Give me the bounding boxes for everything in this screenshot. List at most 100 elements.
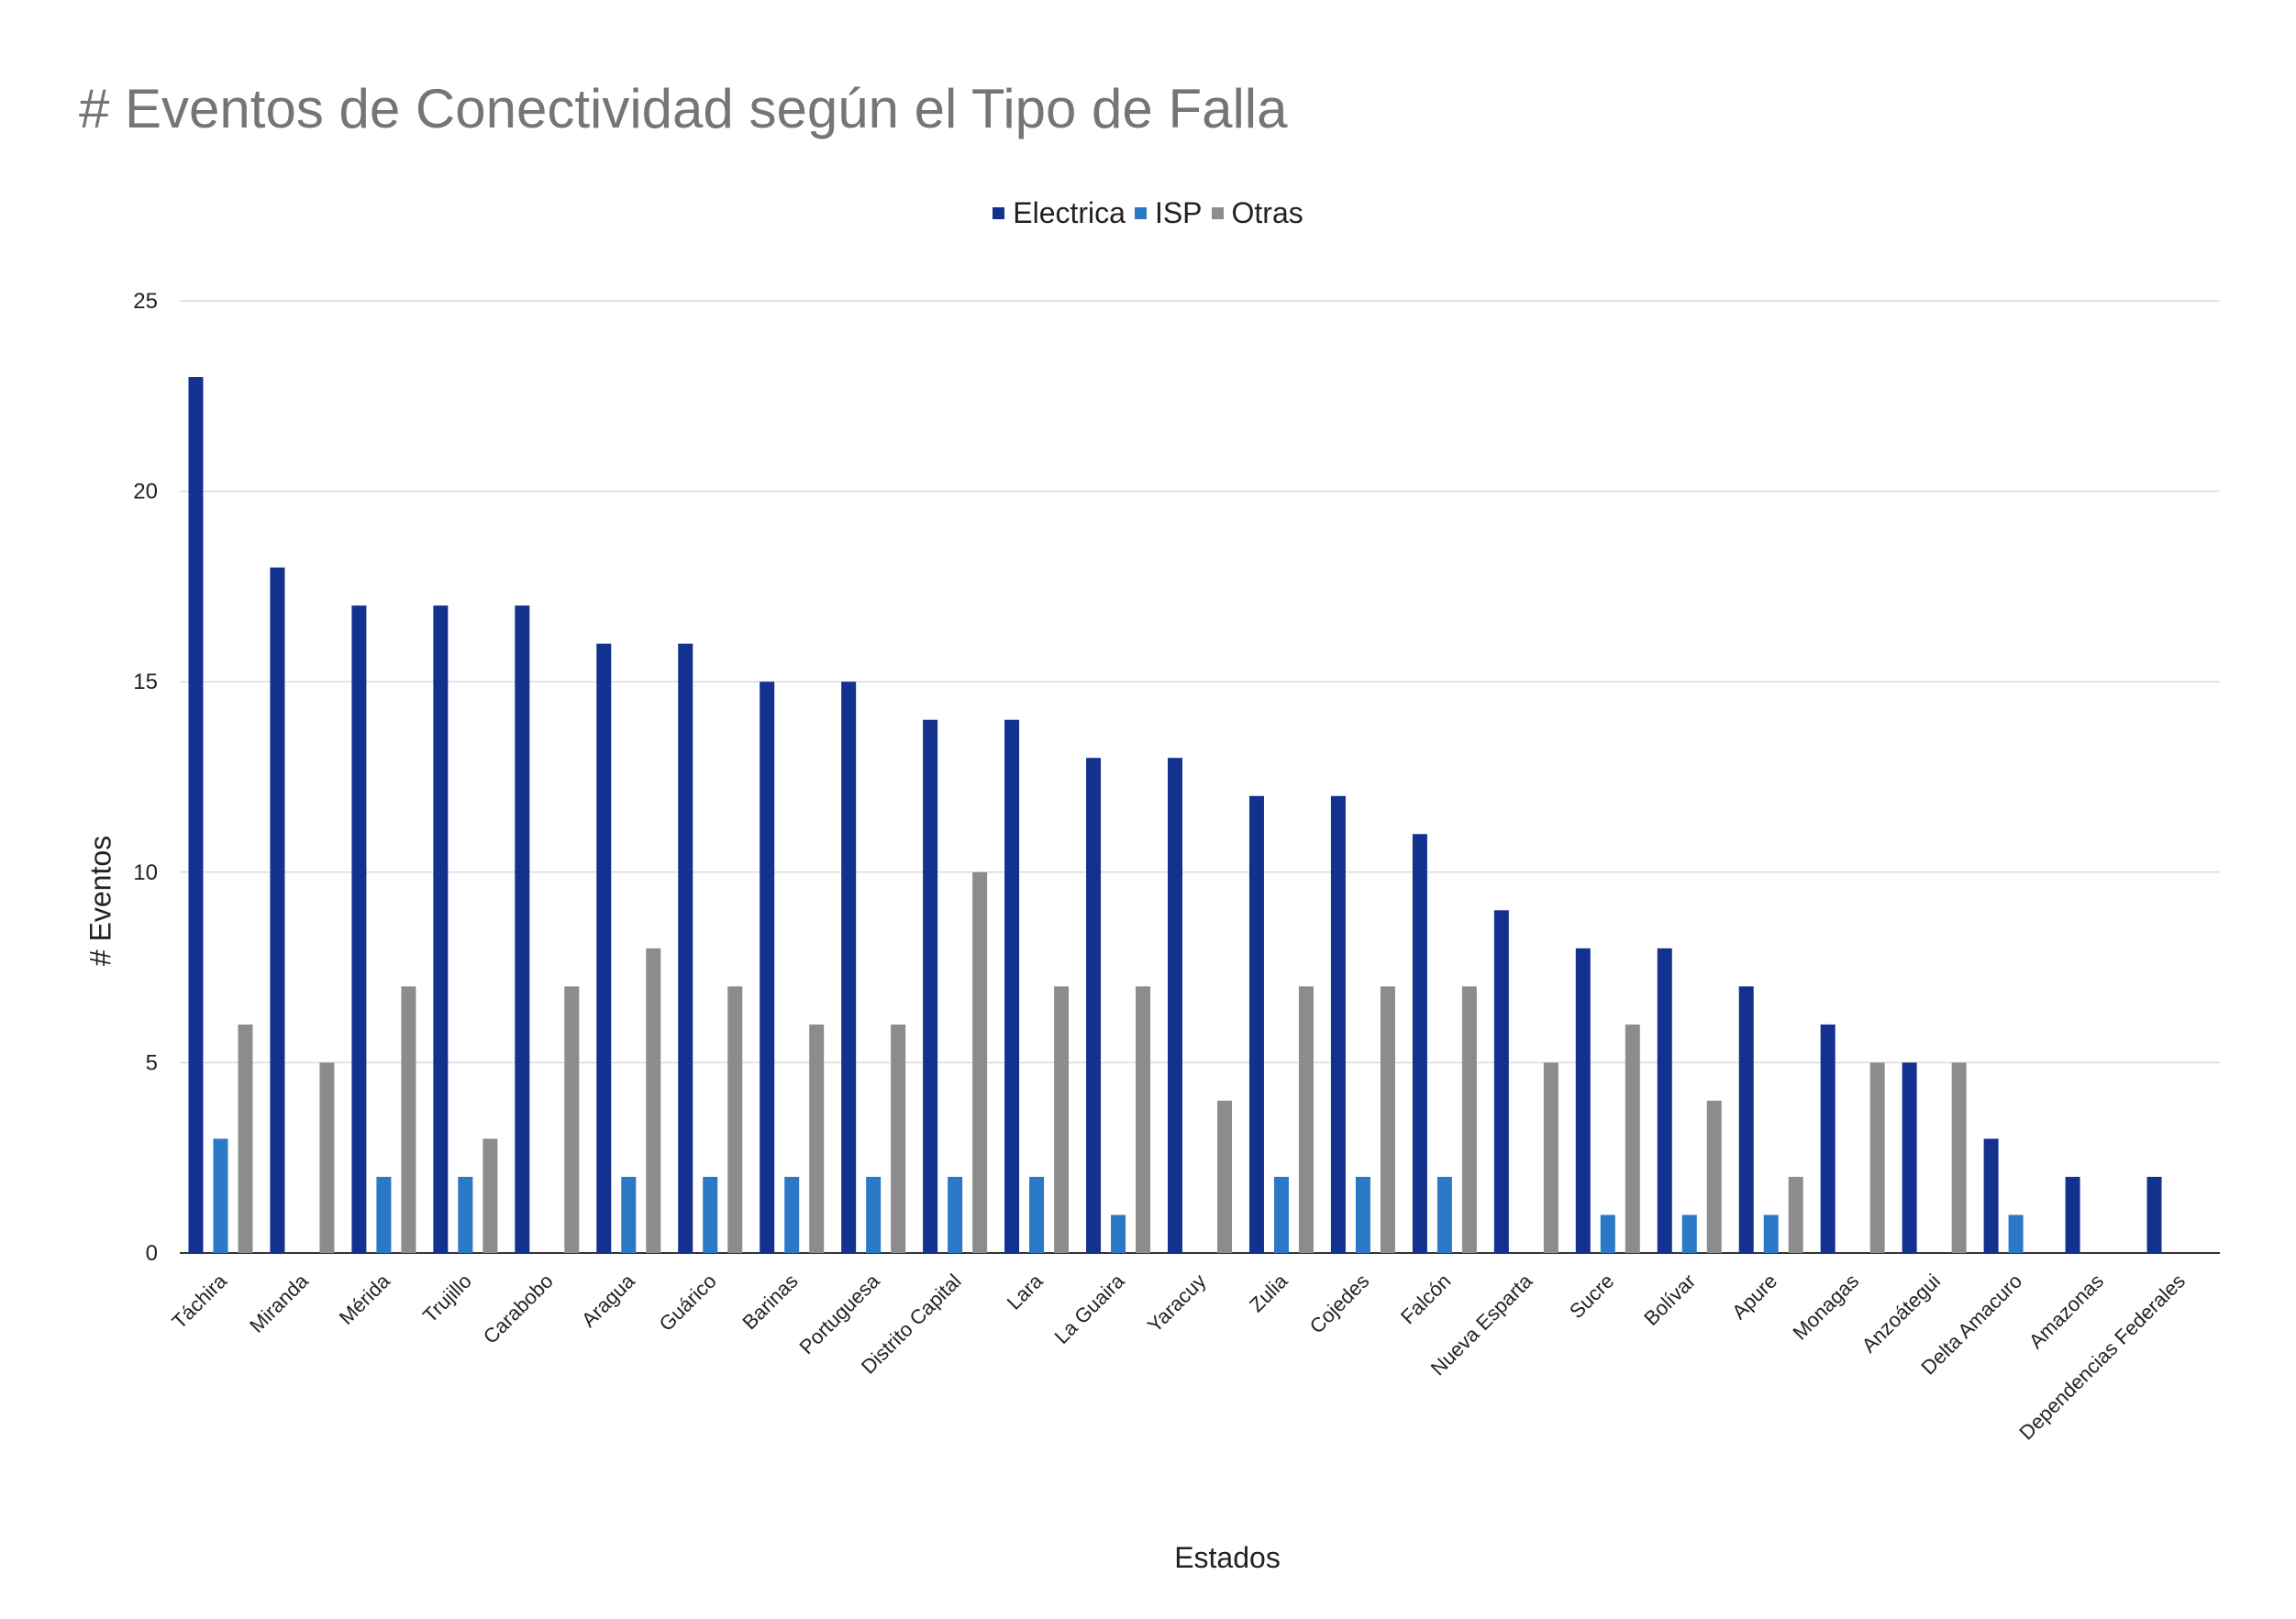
bar-isp[interactable] [376, 1176, 392, 1253]
bar-otras[interactable] [401, 986, 416, 1253]
x-tick-label: Anzoátegui [1858, 1270, 1946, 1358]
chart-title: # Eventos de Conectividad según el Tipo … [79, 78, 1288, 139]
bar-isp[interactable] [1600, 1214, 1615, 1253]
x-tick-label: Mérida [335, 1269, 395, 1329]
y-tick-label: 20 [133, 480, 158, 505]
y-tick-label: 25 [133, 289, 158, 314]
bar-electrica[interactable] [1248, 795, 1264, 1253]
legend-label-electrica: Electrica [1013, 196, 1126, 229]
bar-electrica[interactable] [760, 682, 775, 1253]
bar-isp[interactable] [2008, 1214, 2024, 1253]
x-tick-label: Trujillo [418, 1270, 476, 1327]
x-tick-label: Yaracuy [1143, 1270, 1211, 1337]
bar-electrica[interactable] [433, 605, 449, 1253]
bar-electrica[interactable] [1983, 1138, 1999, 1253]
x-tick-label: Amazonas [2024, 1270, 2108, 1353]
x-tick-label: Bolívar [1639, 1270, 1700, 1330]
x-tick-label: Falcón [1396, 1270, 1455, 1328]
bar-electrica[interactable] [1820, 1024, 1836, 1253]
bar-isp[interactable] [948, 1176, 963, 1253]
bar-electrica[interactable] [841, 682, 857, 1253]
x-tick-label: Monagas [1789, 1270, 1864, 1345]
bar-otras[interactable] [1217, 1100, 1232, 1253]
bar-electrica[interactable] [678, 643, 693, 1253]
bar-electrica[interactable] [1575, 948, 1591, 1253]
x-tick-label: Dependencias Federales [2014, 1270, 2190, 1445]
bar-otras[interactable] [319, 1062, 335, 1253]
legend-label-isp: ISP [1154, 196, 1203, 229]
y-tick-label: 0 [146, 1241, 158, 1266]
bar-otras[interactable] [1054, 986, 1070, 1253]
x-axis-label: Estados [1174, 1541, 1281, 1574]
bar-otras[interactable] [891, 1024, 906, 1253]
bar-electrica[interactable] [1657, 948, 1672, 1253]
bar-otras[interactable] [1380, 986, 1395, 1253]
bar-electrica[interactable] [2146, 1176, 2162, 1253]
bar-isp[interactable] [1029, 1176, 1045, 1253]
bar-isp[interactable] [784, 1176, 800, 1253]
bar-otras[interactable] [564, 986, 580, 1253]
bar-isp[interactable] [1111, 1214, 1126, 1253]
legend-item-isp[interactable]: ISP [1134, 196, 1203, 230]
bar-electrica[interactable] [188, 377, 204, 1253]
x-tick-label: Barinas [738, 1270, 802, 1334]
legend-item-electrica[interactable]: Electrica [993, 196, 1126, 230]
bar-isp[interactable] [866, 1176, 882, 1253]
x-tick-label: La Guaira [1050, 1269, 1130, 1348]
bar-isp[interactable] [1681, 1214, 1697, 1253]
bar-otras[interactable] [1298, 986, 1314, 1253]
bar-otras[interactable] [1869, 1062, 1885, 1253]
bar-otras[interactable] [1625, 1024, 1640, 1253]
legend: Electrica ISP Otras [0, 196, 2296, 230]
x-tick-label: Táchira [167, 1269, 231, 1333]
bar-otras[interactable] [1136, 986, 1151, 1253]
bar-electrica[interactable] [923, 719, 938, 1253]
bar-otras[interactable] [809, 1024, 825, 1253]
legend-swatch-isp [1134, 207, 1147, 219]
x-tick-label: Guárico [655, 1270, 721, 1336]
x-tick-label: Zulia [1245, 1269, 1292, 1316]
bar-electrica[interactable] [1738, 986, 1754, 1253]
bar-otras[interactable] [482, 1138, 498, 1253]
bar-isp[interactable] [621, 1176, 637, 1253]
bar-electrica[interactable] [2065, 1176, 2080, 1253]
bar-isp[interactable] [213, 1138, 228, 1253]
bar-electrica[interactable] [1493, 910, 1509, 1253]
bar-otras[interactable] [1706, 1100, 1722, 1253]
x-tick-label: Sucre [1565, 1270, 1618, 1323]
bar-isp[interactable] [1273, 1176, 1289, 1253]
x-tick-label: Apure [1727, 1270, 1781, 1324]
bar-otras[interactable] [238, 1024, 253, 1253]
bar-otras[interactable] [972, 871, 988, 1253]
bar-electrica[interactable] [1412, 834, 1427, 1253]
bar-electrica[interactable] [515, 605, 530, 1253]
y-tick-label: 5 [146, 1050, 158, 1075]
bar-otras[interactable] [646, 948, 661, 1253]
x-tick-label: Cojedes [1305, 1270, 1374, 1338]
bar-electrica[interactable] [596, 643, 612, 1253]
bar-isp[interactable] [1355, 1176, 1370, 1253]
bar-electrica[interactable] [1086, 758, 1102, 1253]
bar-isp[interactable] [458, 1176, 473, 1253]
legend-item-otras[interactable]: Otras [1211, 196, 1303, 230]
bar-electrica[interactable] [351, 605, 367, 1253]
x-tick-label: Aragua [577, 1269, 639, 1331]
x-tick-label: Miranda [245, 1269, 313, 1336]
bar-isp[interactable] [703, 1176, 718, 1253]
bar-electrica[interactable] [1902, 1062, 1917, 1253]
bar-otras[interactable] [727, 986, 743, 1253]
legend-swatch-electrica [993, 207, 1005, 219]
bar-electrica[interactable] [1168, 758, 1182, 1253]
bar-isp[interactable] [1436, 1176, 1452, 1253]
bar-electrica[interactable] [1330, 795, 1346, 1253]
bar-otras[interactable] [1951, 1062, 1967, 1253]
bar-otras[interactable] [1788, 1176, 1803, 1253]
bar-otras[interactable] [1543, 1062, 1558, 1253]
bar-electrica[interactable] [1004, 719, 1020, 1253]
bar-otras[interactable] [1461, 986, 1477, 1253]
y-tick-label: 15 [133, 670, 158, 694]
bar-electrica[interactable] [270, 567, 285, 1253]
x-tick-label: Carabobo [479, 1270, 558, 1348]
bar-isp[interactable] [1763, 1214, 1779, 1253]
